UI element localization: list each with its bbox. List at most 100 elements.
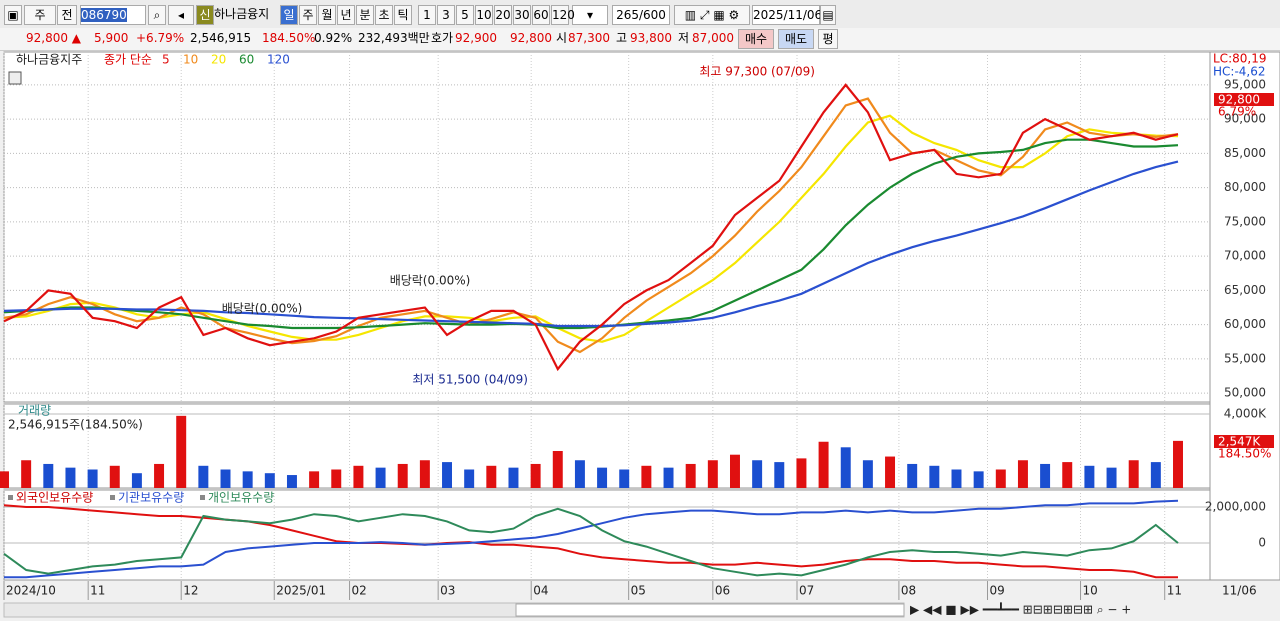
volume-bar [1150,462,1161,488]
period-select[interactable]: 주 [24,5,56,25]
tool-icons[interactable]: ▥ ⤢ ▦ ⚙ [674,5,750,25]
series-line [3,507,1179,577]
current-box [1214,93,1274,106]
interval-button[interactable]: 3 [437,5,455,25]
series-line [3,138,1179,330]
x-tick-label: 09 [990,584,1005,598]
buy-button[interactable]: 매수 [738,29,774,49]
x-tick-label: 2024/10 [6,584,56,598]
low: 87,000 [692,31,734,45]
volume-bar [508,467,519,488]
volume-bar [995,469,1006,488]
annotation: 최고 97,300 (07/09) [699,65,815,79]
toolbar: ▣ 주 전 086790 ⌕ ◂ 신 하나금융지 ▾ 265/600 ▥ ⤢ ▦… [0,0,1280,29]
legend-entry: 5 [162,53,170,67]
volume-bar [0,471,9,488]
hc-label: HC:-4,62 [1213,65,1266,79]
y-tick-label: 50,000 [1224,386,1266,400]
volume-bar [885,456,896,488]
interval-button[interactable]: 1 [418,5,436,25]
menu-icon[interactable]: ▣ [4,5,22,25]
x-tick-label: 10 [1083,584,1098,598]
x-tick-label: 08 [901,584,916,598]
volume-bar [375,467,386,488]
annotation: 최저 51,500 (04/09) [412,373,528,387]
x-tick-label: 11 [1167,584,1182,598]
volume-bar [442,462,453,488]
scroll-thumb [515,603,905,617]
volume-rate: 184.50% [262,31,316,45]
period-tab[interactable]: 월 [318,5,336,25]
low-label: 저 [678,31,690,45]
volume-bar [862,460,873,488]
dropdown[interactable]: ▾ [572,5,608,25]
volume-bar [552,450,563,488]
calc-icon [8,71,22,85]
series-line [3,160,1179,328]
volume-bar [1106,467,1117,488]
volume-bar [176,415,187,488]
prev-button[interactable]: 전 [57,5,77,25]
period-tab[interactable]: 틱 [394,5,412,25]
volume-bar [21,460,32,488]
legend-entry: 120 [267,53,290,67]
search-button[interactable]: ⌕ [148,5,166,25]
legend-entry: 기관보유수량 [118,491,184,505]
high-label: 고 [616,31,628,45]
panel [3,51,1211,403]
calendar-button[interactable]: ▤ [820,5,836,25]
volume-bar [574,460,585,488]
high: 93,800 [630,31,672,45]
volume-bar [242,471,253,488]
volume-bar [752,460,763,488]
legend-entry: 60 [239,53,254,67]
sound-button[interactable]: ◂ [168,5,194,25]
volume-bar [530,463,541,488]
price: 92,800 ▲ [26,31,82,45]
x-tick-label: 11 [90,584,105,598]
legend-prefix: 종가 단순 [104,53,152,67]
period-tab[interactable]: 년 [337,5,355,25]
x-tick-label: 04 [533,584,548,598]
period-tab[interactable]: 분 [356,5,374,25]
x-tick-label: 07 [799,584,814,598]
volume-bar [264,473,275,488]
stock-name: 하나금융지 [214,7,270,21]
interval-button[interactable]: 10 [475,5,493,25]
volume-box [1214,435,1274,448]
avg-button[interactable]: 평 [818,29,838,49]
interval-button[interactable]: 5 [456,5,474,25]
y-tick-label: 85,000 [1224,146,1266,160]
date-field[interactable]: 2025/11/06 [752,5,822,25]
x-tick-label: 05 [631,584,646,598]
period-tab[interactable]: 초 [375,5,393,25]
volume-bar [818,441,829,488]
sell-button[interactable]: 매도 [778,29,814,49]
volume-bar [774,462,785,488]
volume-bar [286,475,297,488]
volume-bar [663,467,674,488]
volume-subtitle: 2,546,915주(184.50%) [8,418,143,432]
y-tick-label: 90,000 [1224,112,1266,126]
interval-button[interactable]: 120 [551,5,575,25]
volume-bar [198,465,209,488]
interval-button[interactable]: 30 [513,5,531,25]
volume-bar [619,469,630,488]
volume-title: 거래량 [18,404,51,418]
interval-button[interactable]: 60 [532,5,550,25]
current-rate: 6.79% [1218,105,1256,119]
interval-button[interactable]: 20 [494,5,512,25]
volume-bar [486,465,497,488]
period-tab[interactable]: 주 [299,5,317,25]
ask: 92,900 [455,31,497,45]
period-tab[interactable]: 일 [280,5,298,25]
y-tick-label: 2,000,000 [1205,499,1266,513]
count-field[interactable]: 265/600 [612,5,670,25]
code-input[interactable]: 086790 [80,5,146,25]
legend-swatch [200,495,205,500]
volume-bar [397,463,408,488]
volume-bar [65,467,76,488]
y-tick-label: 65,000 [1224,283,1266,297]
